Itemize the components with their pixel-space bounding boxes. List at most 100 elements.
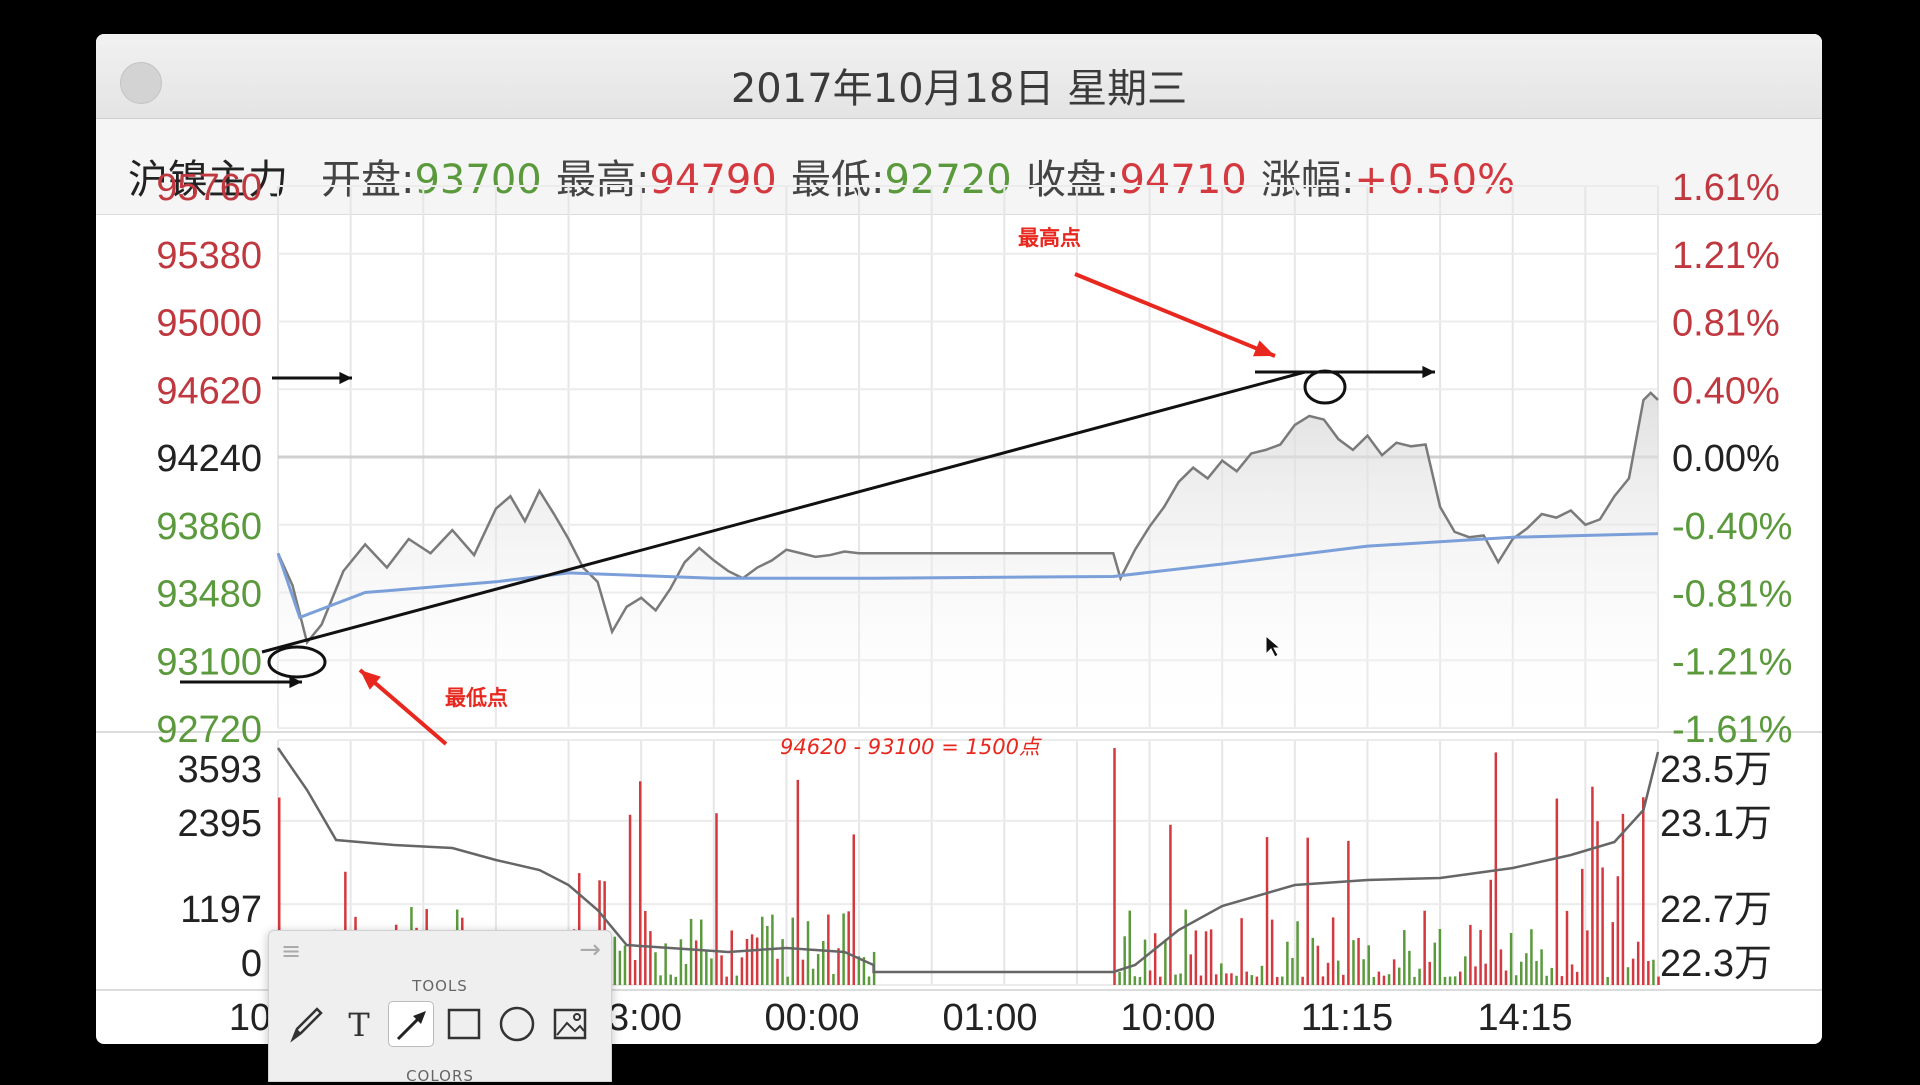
volume-bar xyxy=(1504,970,1508,985)
volume-bar xyxy=(1657,976,1660,985)
rectangle-tool[interactable] xyxy=(441,1001,487,1047)
volume-bar xyxy=(1331,917,1335,985)
volume-bar xyxy=(852,834,856,985)
volume-bar xyxy=(278,797,281,985)
menu-icon[interactable]: ≡ xyxy=(281,937,302,965)
volume-bar xyxy=(1525,953,1528,985)
pencil-icon xyxy=(290,1007,323,1043)
volume-bar xyxy=(1220,963,1223,985)
close-button[interactable] xyxy=(120,62,162,104)
volume-bar xyxy=(1275,976,1279,985)
volume-bar xyxy=(862,957,866,985)
open-value: 93700 xyxy=(414,157,542,203)
volume-bar xyxy=(1194,930,1198,985)
mouse-cursor-icon xyxy=(1265,634,1282,658)
text-tool[interactable]: T xyxy=(336,1001,382,1047)
pencil-tool[interactable] xyxy=(283,1001,329,1047)
volume-bar xyxy=(1474,966,1477,985)
percent-axis-label: -0.81% xyxy=(1672,574,1792,616)
volume-bar xyxy=(1652,959,1655,985)
volume-bar xyxy=(1611,922,1615,985)
volume-bar xyxy=(1520,961,1523,985)
volume-bar xyxy=(816,954,820,985)
rectangle-icon xyxy=(447,1008,481,1040)
colors-label: COLORS xyxy=(406,1067,474,1085)
average-price-line xyxy=(276,532,1659,620)
volume-axis-label: 2395 xyxy=(177,803,262,845)
volume-bar xyxy=(776,958,779,985)
change-percent: 涨幅:+0.50% xyxy=(1261,147,1515,205)
price-area xyxy=(278,392,1658,728)
volume-bar xyxy=(786,976,789,985)
time-axis-label: 11:15 xyxy=(1301,997,1393,1039)
volume-bar xyxy=(1433,942,1437,985)
volume-bar xyxy=(669,974,672,985)
volume-bar xyxy=(1179,973,1182,985)
volume-bar xyxy=(1199,975,1203,985)
volume-bar xyxy=(1464,956,1467,985)
volume-bar xyxy=(1189,954,1193,985)
volume-bar xyxy=(1342,974,1345,985)
circle-tool[interactable] xyxy=(494,1001,540,1047)
volume-bar xyxy=(1311,937,1315,985)
quote-info-bar: 沪镍主力 开盘:93700 最高:94790 最低:92720 收盘:94710… xyxy=(96,119,1822,215)
oi-axis-label: 22.7万 xyxy=(1660,889,1772,931)
volume-bar xyxy=(766,925,769,985)
annotation-tool-panel: ≡ → TOOLS T COLORS xyxy=(268,930,612,1085)
volume-bar xyxy=(1387,974,1391,985)
volume-bar xyxy=(1550,967,1554,985)
percent-axis-label: 0.00% xyxy=(1672,438,1780,480)
volume-bar xyxy=(1647,961,1650,985)
volume-bar xyxy=(644,910,647,985)
close-price: 收盘:94710 xyxy=(1026,147,1247,205)
volume-bar xyxy=(1133,976,1137,985)
price-axis-label: 92720 xyxy=(156,709,262,751)
volume-bar xyxy=(1367,945,1370,985)
volume-bar xyxy=(842,913,845,985)
volume-bar xyxy=(344,871,347,985)
forward-arrow-icon[interactable]: → xyxy=(579,935,601,965)
percent-axis-label: -1.21% xyxy=(1672,641,1792,683)
volume-bar xyxy=(1428,961,1431,985)
volume-bar xyxy=(1336,960,1340,985)
volume-bar xyxy=(705,949,708,985)
window-title: 2017年10月18日 星期三 xyxy=(730,66,1188,112)
volume-bar xyxy=(750,934,754,985)
time-axis-label: 14:15 xyxy=(1477,997,1572,1039)
volume-bar xyxy=(715,813,718,985)
volume-bar xyxy=(613,936,617,985)
low-point-arrow-head xyxy=(360,670,381,690)
volume-bar xyxy=(1545,975,1548,985)
close-value: 94710 xyxy=(1119,157,1247,203)
arrow-tool[interactable] xyxy=(388,1001,434,1047)
percent-axis-label: 1.61% xyxy=(1672,167,1780,209)
low-value: 92720 xyxy=(884,157,1012,203)
volume-bar xyxy=(664,943,667,985)
image-tool[interactable] xyxy=(547,1001,593,1047)
percent-axis-label: 0.40% xyxy=(1672,370,1780,412)
high-price: 最高:94790 xyxy=(556,147,777,205)
volume-bar xyxy=(699,919,703,985)
volume-bar xyxy=(1225,973,1228,985)
percent-axis-label: 1.21% xyxy=(1672,235,1780,277)
volume-bar xyxy=(755,937,759,985)
volume-bar xyxy=(735,975,739,985)
volume-bar xyxy=(822,941,825,985)
volume-bar xyxy=(1560,976,1564,985)
volume-bar xyxy=(867,976,871,985)
volume-bar xyxy=(837,948,840,985)
open-label: 开盘: xyxy=(321,157,415,203)
volume-bar xyxy=(1575,971,1579,985)
volume-bar xyxy=(1621,813,1625,985)
low-price: 最低:92720 xyxy=(791,147,1012,205)
volume-bar xyxy=(1357,938,1360,985)
volume-bar xyxy=(1499,949,1503,985)
instrument-name: 沪镍主力 xyxy=(128,157,288,203)
volume-bar xyxy=(1296,921,1299,985)
price-axis-label: 94620 xyxy=(156,370,262,412)
volume-bar xyxy=(1270,919,1274,985)
trend-line xyxy=(261,370,1306,654)
volume-bar xyxy=(623,945,627,985)
percent-axis-label: -0.40% xyxy=(1672,506,1792,548)
volume-bar xyxy=(1392,959,1396,985)
